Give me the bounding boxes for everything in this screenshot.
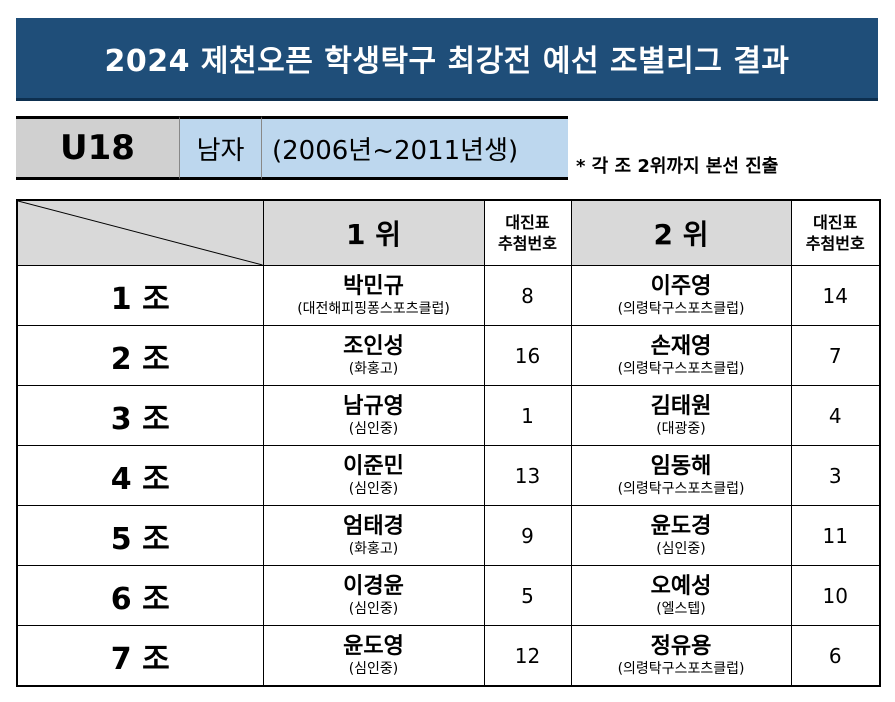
table-row: 4 조 이준민 (심인중) 13 임동해 (의령탁구스포츠클럽) 3 (16, 445, 881, 506)
group-label: 7 조 (16, 625, 264, 687)
draw-number: 5 (483, 565, 572, 626)
second-place-cell: 임동해 (의령탁구스포츠클럽) (570, 445, 792, 506)
qualification-note: * 각 조 2위까지 본선 진출 (576, 156, 779, 177)
group-label: 2 조 (16, 325, 264, 386)
page-title: 2024 제천오픈 학생탁구 최강전 예선 조별리그 결과 (104, 44, 790, 79)
player-club: (심인중) (348, 660, 399, 677)
player-club: (엘스텝) (656, 600, 706, 617)
player-club: (의령탁구스포츠클럽) (617, 660, 745, 677)
player-club: (심인중) (348, 600, 399, 617)
second-place-cell: 이주영 (의령탁구스포츠클럽) (570, 265, 792, 326)
draw-number: 13 (483, 445, 572, 506)
draw-header-line1: 대진표 (813, 213, 858, 232)
diagonal-line (18, 201, 263, 265)
draw-number: 14 (790, 265, 881, 326)
draw-number: 11 (790, 505, 881, 566)
second-place-cell: 손재영 (의령탁구스포츠클럽) (570, 325, 792, 386)
player-club: (심인중) (348, 420, 399, 437)
second-place-cell: 오예성 (엘스텝) (570, 565, 792, 626)
draw-number: 16 (483, 325, 572, 386)
draw-number: 4 (790, 385, 881, 446)
first-place-cell: 남규영 (심인중) (262, 385, 485, 446)
player-name: 조인성 (343, 333, 404, 359)
corner-cell (16, 199, 264, 266)
group-label: 5 조 (16, 505, 264, 566)
player-name: 남규영 (343, 393, 404, 419)
group-label: 3 조 (16, 385, 264, 446)
first-place-cell: 이준민 (심인중) (262, 445, 485, 506)
player-name: 윤도경 (650, 513, 712, 539)
player-club: (의령탁구스포츠클럽) (617, 360, 745, 377)
draw-number-header: 대진표 추첨번호 (483, 199, 572, 266)
table-row: 6 조 이경윤 (심인중) 5 오예성 (엘스텝) 10 (16, 565, 881, 626)
first-place-cell: 조인성 (화홍고) (262, 325, 485, 386)
draw-number: 3 (790, 445, 881, 506)
player-name: 김태원 (650, 393, 712, 419)
first-place-cell: 윤도영 (심인중) (262, 625, 485, 687)
gender-category: 남자 (180, 116, 262, 180)
table-row: 1 조 박민규 (대전해피핑퐁스포츠클럽) 8 이주영 (의령탁구스포츠클럽) 14 (16, 265, 881, 326)
second-place-header: 2 위 (570, 199, 792, 266)
player-club: (의령탁구스포츠클럽) (617, 480, 745, 497)
age-category: U18 (16, 116, 180, 180)
draw-number: 9 (483, 505, 572, 566)
group-label: 4 조 (16, 445, 264, 506)
player-name: 이주영 (650, 273, 712, 299)
second-place-cell: 윤도경 (심인중) (570, 505, 792, 566)
birth-year-range: (2006년~2011년생) (262, 116, 568, 180)
draw-header-line1: 대진표 (505, 213, 550, 232)
player-club: (대전해피핑퐁스포츠클럽) (297, 300, 450, 317)
player-club: (심인중) (348, 480, 399, 497)
player-name: 정유용 (650, 633, 712, 659)
table-row: 5 조 엄태경 (화홍고) 9 윤도경 (심인중) 11 (16, 505, 881, 566)
draw-header-line2: 추첨번호 (498, 234, 557, 253)
player-club: (의령탁구스포츠클럽) (617, 300, 745, 317)
player-club: (화홍고) (348, 360, 399, 377)
category-bar: U18 남자 (2006년~2011년생) (16, 116, 568, 180)
player-name: 임동해 (650, 453, 712, 479)
draw-number: 7 (790, 325, 881, 386)
player-name: 박민규 (343, 273, 404, 299)
draw-number: 6 (790, 625, 881, 687)
draw-header-line2: 추첨번호 (805, 234, 865, 253)
player-name: 윤도영 (343, 633, 404, 659)
results-table: 1 위 대진표 추첨번호 2 위 대진표 추첨번호 1 조 박민규 (대전해피핑퐁스… (16, 199, 881, 687)
table-header-row: 1 위 대진표 추첨번호 2 위 대진표 추첨번호 (16, 199, 881, 266)
first-place-header: 1 위 (262, 199, 485, 266)
draw-number: 10 (790, 565, 881, 626)
title-banner: 2024 제천오픈 학생탁구 최강전 예선 조별리그 결과 (16, 18, 878, 101)
player-club: (대광중) (656, 420, 706, 437)
draw-number: 12 (483, 625, 572, 687)
player-name: 이준민 (343, 453, 404, 479)
draw-number-header: 대진표 추첨번호 (790, 199, 881, 266)
player-name: 오예성 (650, 573, 712, 599)
first-place-cell: 박민규 (대전해피핑퐁스포츠클럽) (262, 265, 485, 326)
group-label: 6 조 (16, 565, 264, 626)
group-label: 1 조 (16, 265, 264, 326)
draw-number: 8 (483, 265, 572, 326)
first-place-cell: 이경윤 (심인중) (262, 565, 485, 626)
player-name: 이경윤 (343, 573, 404, 599)
second-place-cell: 정유용 (의령탁구스포츠클럽) (570, 625, 792, 687)
second-place-cell: 김태원 (대광중) (570, 385, 792, 446)
table-row: 3 조 남규영 (심인중) 1 김태원 (대광중) 4 (16, 385, 881, 446)
player-name: 손재영 (650, 333, 712, 359)
first-place-cell: 엄태경 (화홍고) (262, 505, 485, 566)
player-name: 엄태경 (343, 513, 404, 539)
draw-number: 1 (483, 385, 572, 446)
table-row: 2 조 조인성 (화홍고) 16 손재영 (의령탁구스포츠클럽) 7 (16, 325, 881, 386)
player-club: (심인중) (656, 540, 706, 557)
player-club: (화홍고) (348, 540, 399, 557)
table-row: 7 조 윤도영 (심인중) 12 정유용 (의령탁구스포츠클럽) 6 (16, 625, 881, 687)
